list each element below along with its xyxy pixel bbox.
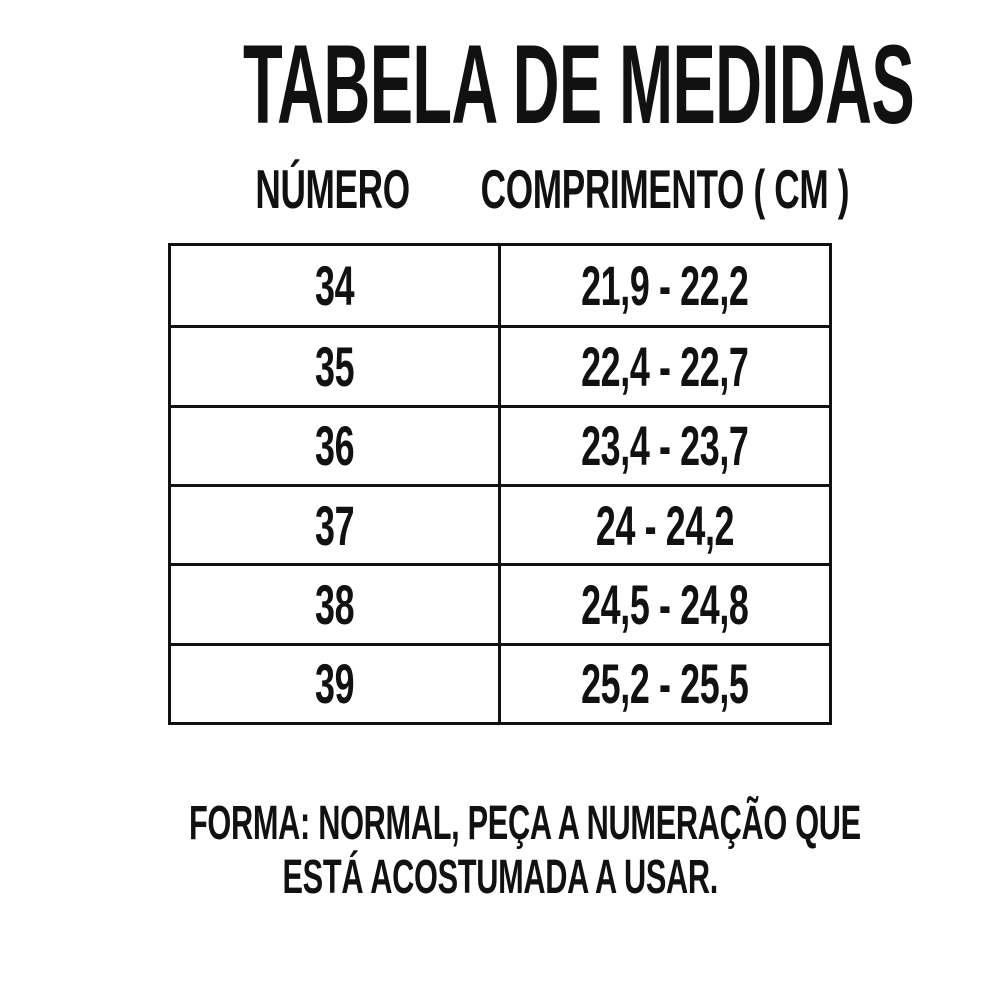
cell-numero: 34 — [314, 254, 355, 318]
footer-note-line2: ESTÁ ACOSTUMADA A USAR. — [282, 851, 718, 904]
table-header-row: NÚMERO COMPRIMENTO ( CM ) — [168, 160, 850, 218]
cell-numero: 37 — [171, 484, 498, 563]
column-header-comprimento: COMPRIMENTO ( CM ) — [481, 160, 850, 218]
footer-note-line1: FORMA: NORMAL, PEÇA A NUMERAÇÃO QUE — [188, 797, 861, 850]
page-title: TABELA DE MEDIDAS — [0, 22, 1000, 147]
cell-comprimento: 25,2 - 25,5 — [498, 642, 829, 722]
cell-numero: 39 — [171, 642, 498, 722]
column-header-numero: NÚMERO — [168, 160, 498, 218]
cell-numero: 35 — [171, 325, 498, 404]
column-header-numero-text: NÚMERO — [255, 158, 411, 220]
cell-numero: 36 — [171, 404, 498, 484]
cell-comprimento: 22,4 - 22,7 — [498, 325, 829, 405]
cell-comprimento: 21,9 - 22,2 — [498, 246, 829, 326]
cell-numero: 38 — [171, 563, 498, 642]
column-header-comprimento-text: COMPRIMENTO ( CM ) — [480, 158, 850, 220]
cell-comprimento: 24,5 - 24,8 — [498, 563, 829, 643]
footer-note: FORMA: NORMAL, PEÇA A NUMERAÇÃO QUE ESTÁ… — [0, 797, 1000, 905]
size-table: 34 21,9 - 22,2 35 22,4 - 22,7 36 23,4 - … — [168, 243, 832, 725]
page-title-text: TABELA DE MEDIDAS — [242, 22, 915, 147]
cell-comprimento: 23,4 - 23,7 — [498, 404, 829, 484]
cell-comprimento: 24 - 24,2 — [498, 484, 829, 564]
